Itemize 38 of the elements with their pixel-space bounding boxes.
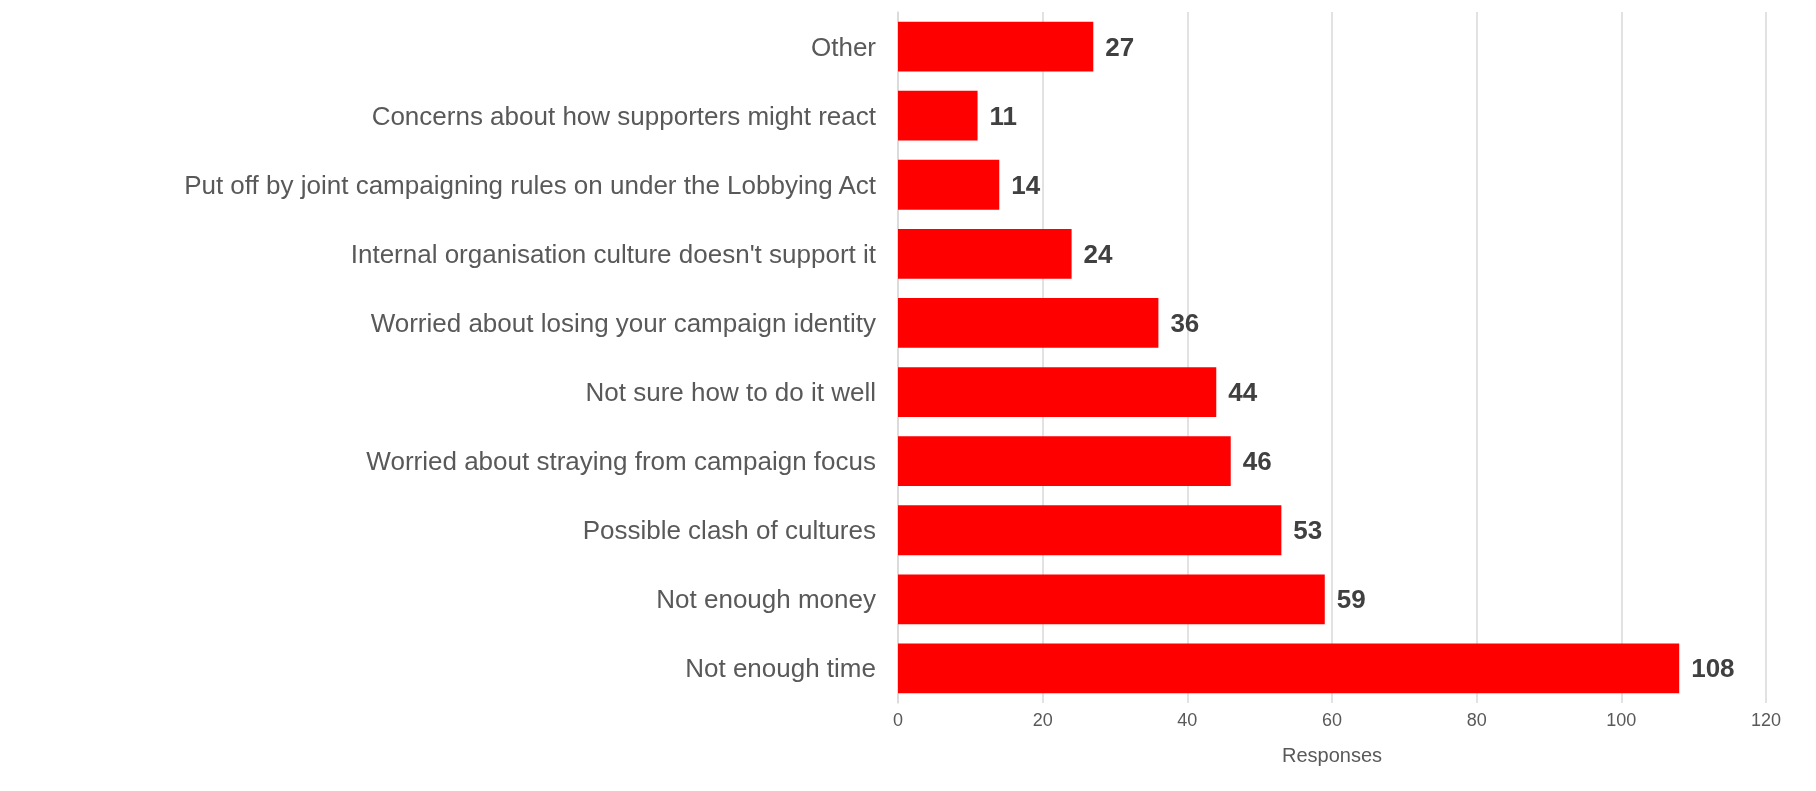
y-tick-label: Not enough money (656, 584, 876, 615)
y-tick-label: Not sure how to do it well (585, 377, 876, 408)
y-tick-label: Concerns about how supporters might react (371, 100, 877, 131)
data-label: 44 (1228, 377, 1258, 408)
data-label: 11 (989, 100, 1018, 131)
bar (898, 298, 1159, 348)
x-tick-label: 120 (1750, 710, 1782, 730)
y-tick-label: Worried about straying from campaign focus (366, 446, 876, 477)
y-tick-label: Other (810, 31, 877, 62)
bar (898, 436, 1231, 487)
y-tick-label: Internal organisation culture doesn't support it (350, 238, 877, 269)
bar (898, 367, 1217, 417)
y-tick-label: Put off by joint campaigning rules on under the Lobbying Act (184, 169, 877, 200)
bar (898, 505, 1282, 556)
y-tick-label: Worried about losing your campaign identity (370, 307, 876, 338)
data-label: 14 (1011, 169, 1041, 200)
data-label: 27 (1105, 31, 1135, 62)
y-tick-label: Possible clash of cultures (582, 515, 876, 546)
bar (898, 90, 978, 141)
bar (898, 574, 1325, 625)
bar (898, 21, 1094, 72)
x-tick-label: 60 (1321, 710, 1343, 730)
x-tick-label: 0 (892, 710, 904, 730)
x-tick-label: 100 (1606, 710, 1637, 730)
x-tick-label: 80 (1466, 710, 1487, 730)
data-label: 59 (1336, 584, 1366, 615)
x-tick-label: 20 (1032, 710, 1053, 730)
data-label: 53 (1293, 515, 1323, 546)
bar (898, 159, 1000, 210)
data-label: 24 (1083, 238, 1114, 269)
x-tick-label: 40 (1177, 710, 1198, 730)
data-label: 46 (1242, 446, 1272, 477)
data-label: 36 (1170, 307, 1200, 338)
bar (898, 228, 1072, 279)
x-axis-title: Responses (1281, 744, 1383, 766)
y-tick-label: Not enough time (685, 653, 876, 684)
bar (898, 643, 1680, 694)
data-label: 108 (1691, 653, 1735, 684)
